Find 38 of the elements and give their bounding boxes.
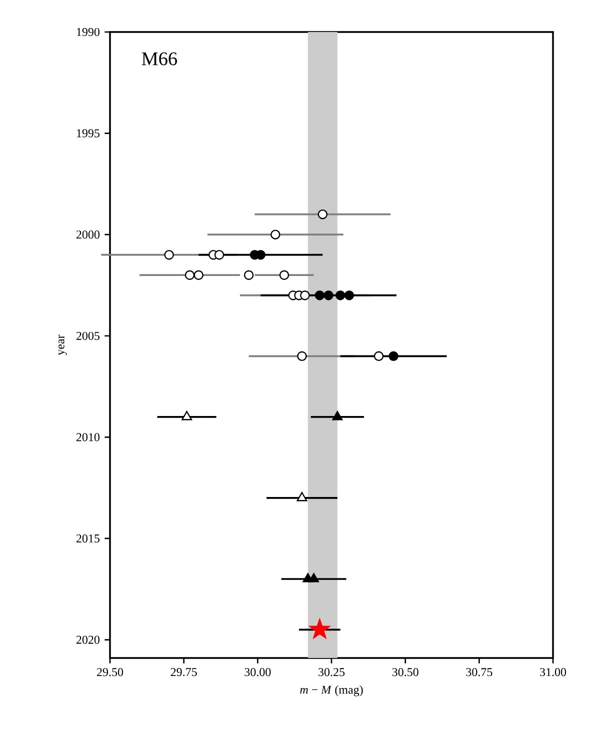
x-tick-label: 29.75 — [170, 668, 197, 676]
x-tick-label: 31.00 — [540, 668, 566, 676]
y-tick-label: 2020 — [76, 636, 100, 644]
x-tick-label: 30.00 — [244, 668, 271, 676]
y-tick-label: 2010 — [76, 433, 100, 442]
point — [182, 410, 192, 420]
point — [374, 351, 384, 362]
y-tick-label: 1995 — [77, 129, 100, 138]
point — [344, 290, 354, 300]
x-axis-title: m − M (mag) — [300, 685, 363, 696]
y-tick-label: 2015 — [76, 534, 100, 543]
point — [308, 573, 319, 582]
y-tick-label: 1990 — [77, 28, 100, 36]
point — [324, 290, 334, 300]
point — [332, 410, 343, 420]
x-tick-label: 30.75 — [466, 668, 492, 676]
point — [279, 270, 290, 280]
x-tick-label: 30.50 — [392, 668, 418, 676]
point — [308, 618, 332, 640]
point — [184, 270, 195, 280]
point — [164, 250, 174, 260]
y-tick-label: 2005 — [76, 332, 100, 340]
point — [270, 230, 280, 240]
point — [296, 492, 308, 502]
x-tick-label: 29.50 — [97, 668, 124, 676]
point — [388, 351, 398, 362]
point — [297, 351, 307, 362]
point — [244, 270, 254, 280]
x-tick-label: 30.25 — [318, 668, 345, 676]
point — [318, 209, 328, 220]
point — [314, 290, 325, 300]
point — [194, 270, 204, 280]
point — [300, 290, 310, 300]
y-axis-title: year — [58, 334, 67, 356]
point — [335, 290, 346, 300]
point — [214, 250, 224, 260]
y-tick-label: 2000 — [76, 230, 100, 239]
text: M66 — [142, 52, 177, 66]
